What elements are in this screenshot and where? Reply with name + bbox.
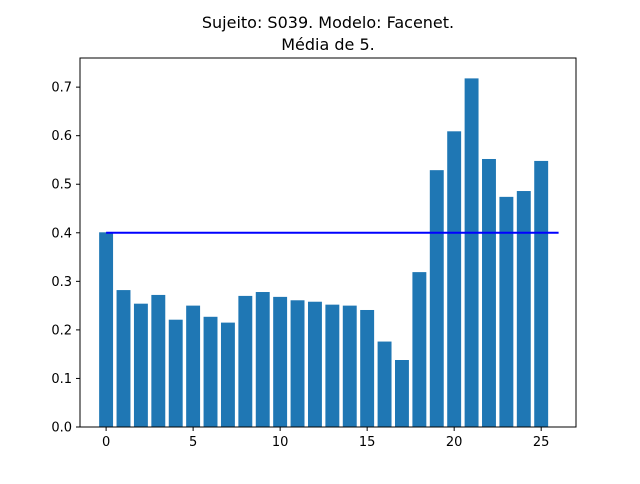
bar xyxy=(464,78,479,427)
bar xyxy=(325,304,340,427)
y-tick-label: 0.6 xyxy=(51,129,72,144)
bar xyxy=(273,296,288,427)
bars-group xyxy=(99,78,549,428)
x-tick-label: 10 xyxy=(272,435,289,450)
x-tick-label: 0 xyxy=(102,435,110,450)
bar xyxy=(290,300,305,427)
bar xyxy=(377,341,392,427)
bar xyxy=(412,272,427,427)
bar xyxy=(516,191,531,427)
bar xyxy=(151,294,166,427)
bar xyxy=(220,322,235,427)
y-tick-label: 0.4 xyxy=(51,226,72,241)
bar xyxy=(186,305,201,427)
bar xyxy=(307,301,322,427)
bar xyxy=(238,295,253,427)
x-axis: 0 5 10 15 20 25 xyxy=(102,427,550,450)
bar xyxy=(395,360,409,427)
bar xyxy=(429,170,444,427)
plot-frame xyxy=(79,57,577,428)
x-tick-label: 15 xyxy=(359,435,376,450)
chart-title-line-1: Sujeito: S039. Modelo: Facenet. xyxy=(202,13,454,32)
y-tick-label: 0.0 xyxy=(51,421,72,436)
y-tick-label: 0.1 xyxy=(51,372,72,387)
bar xyxy=(342,305,357,427)
y-axis: 0.0 0.1 0.2 0.3 0.4 0.5 0.6 0.7 xyxy=(51,81,80,436)
bar xyxy=(99,232,114,427)
x-tick-label: 5 xyxy=(189,435,197,450)
bar xyxy=(116,290,131,427)
bar xyxy=(255,292,270,427)
bar xyxy=(168,319,183,427)
chart-title-line-2: Média de 5. xyxy=(281,35,375,54)
bar xyxy=(360,309,375,427)
bar xyxy=(203,316,218,427)
bar xyxy=(534,160,549,427)
bar xyxy=(482,158,496,428)
x-tick-label: 20 xyxy=(446,435,463,450)
y-tick-label: 0.5 xyxy=(51,178,72,193)
y-tick-label: 0.7 xyxy=(51,81,72,96)
bar xyxy=(133,303,148,427)
bar xyxy=(499,196,514,427)
bar xyxy=(447,131,462,427)
y-tick-label: 0.3 xyxy=(51,275,72,290)
x-tick-label: 25 xyxy=(533,435,550,450)
y-tick-label: 0.2 xyxy=(51,323,72,338)
